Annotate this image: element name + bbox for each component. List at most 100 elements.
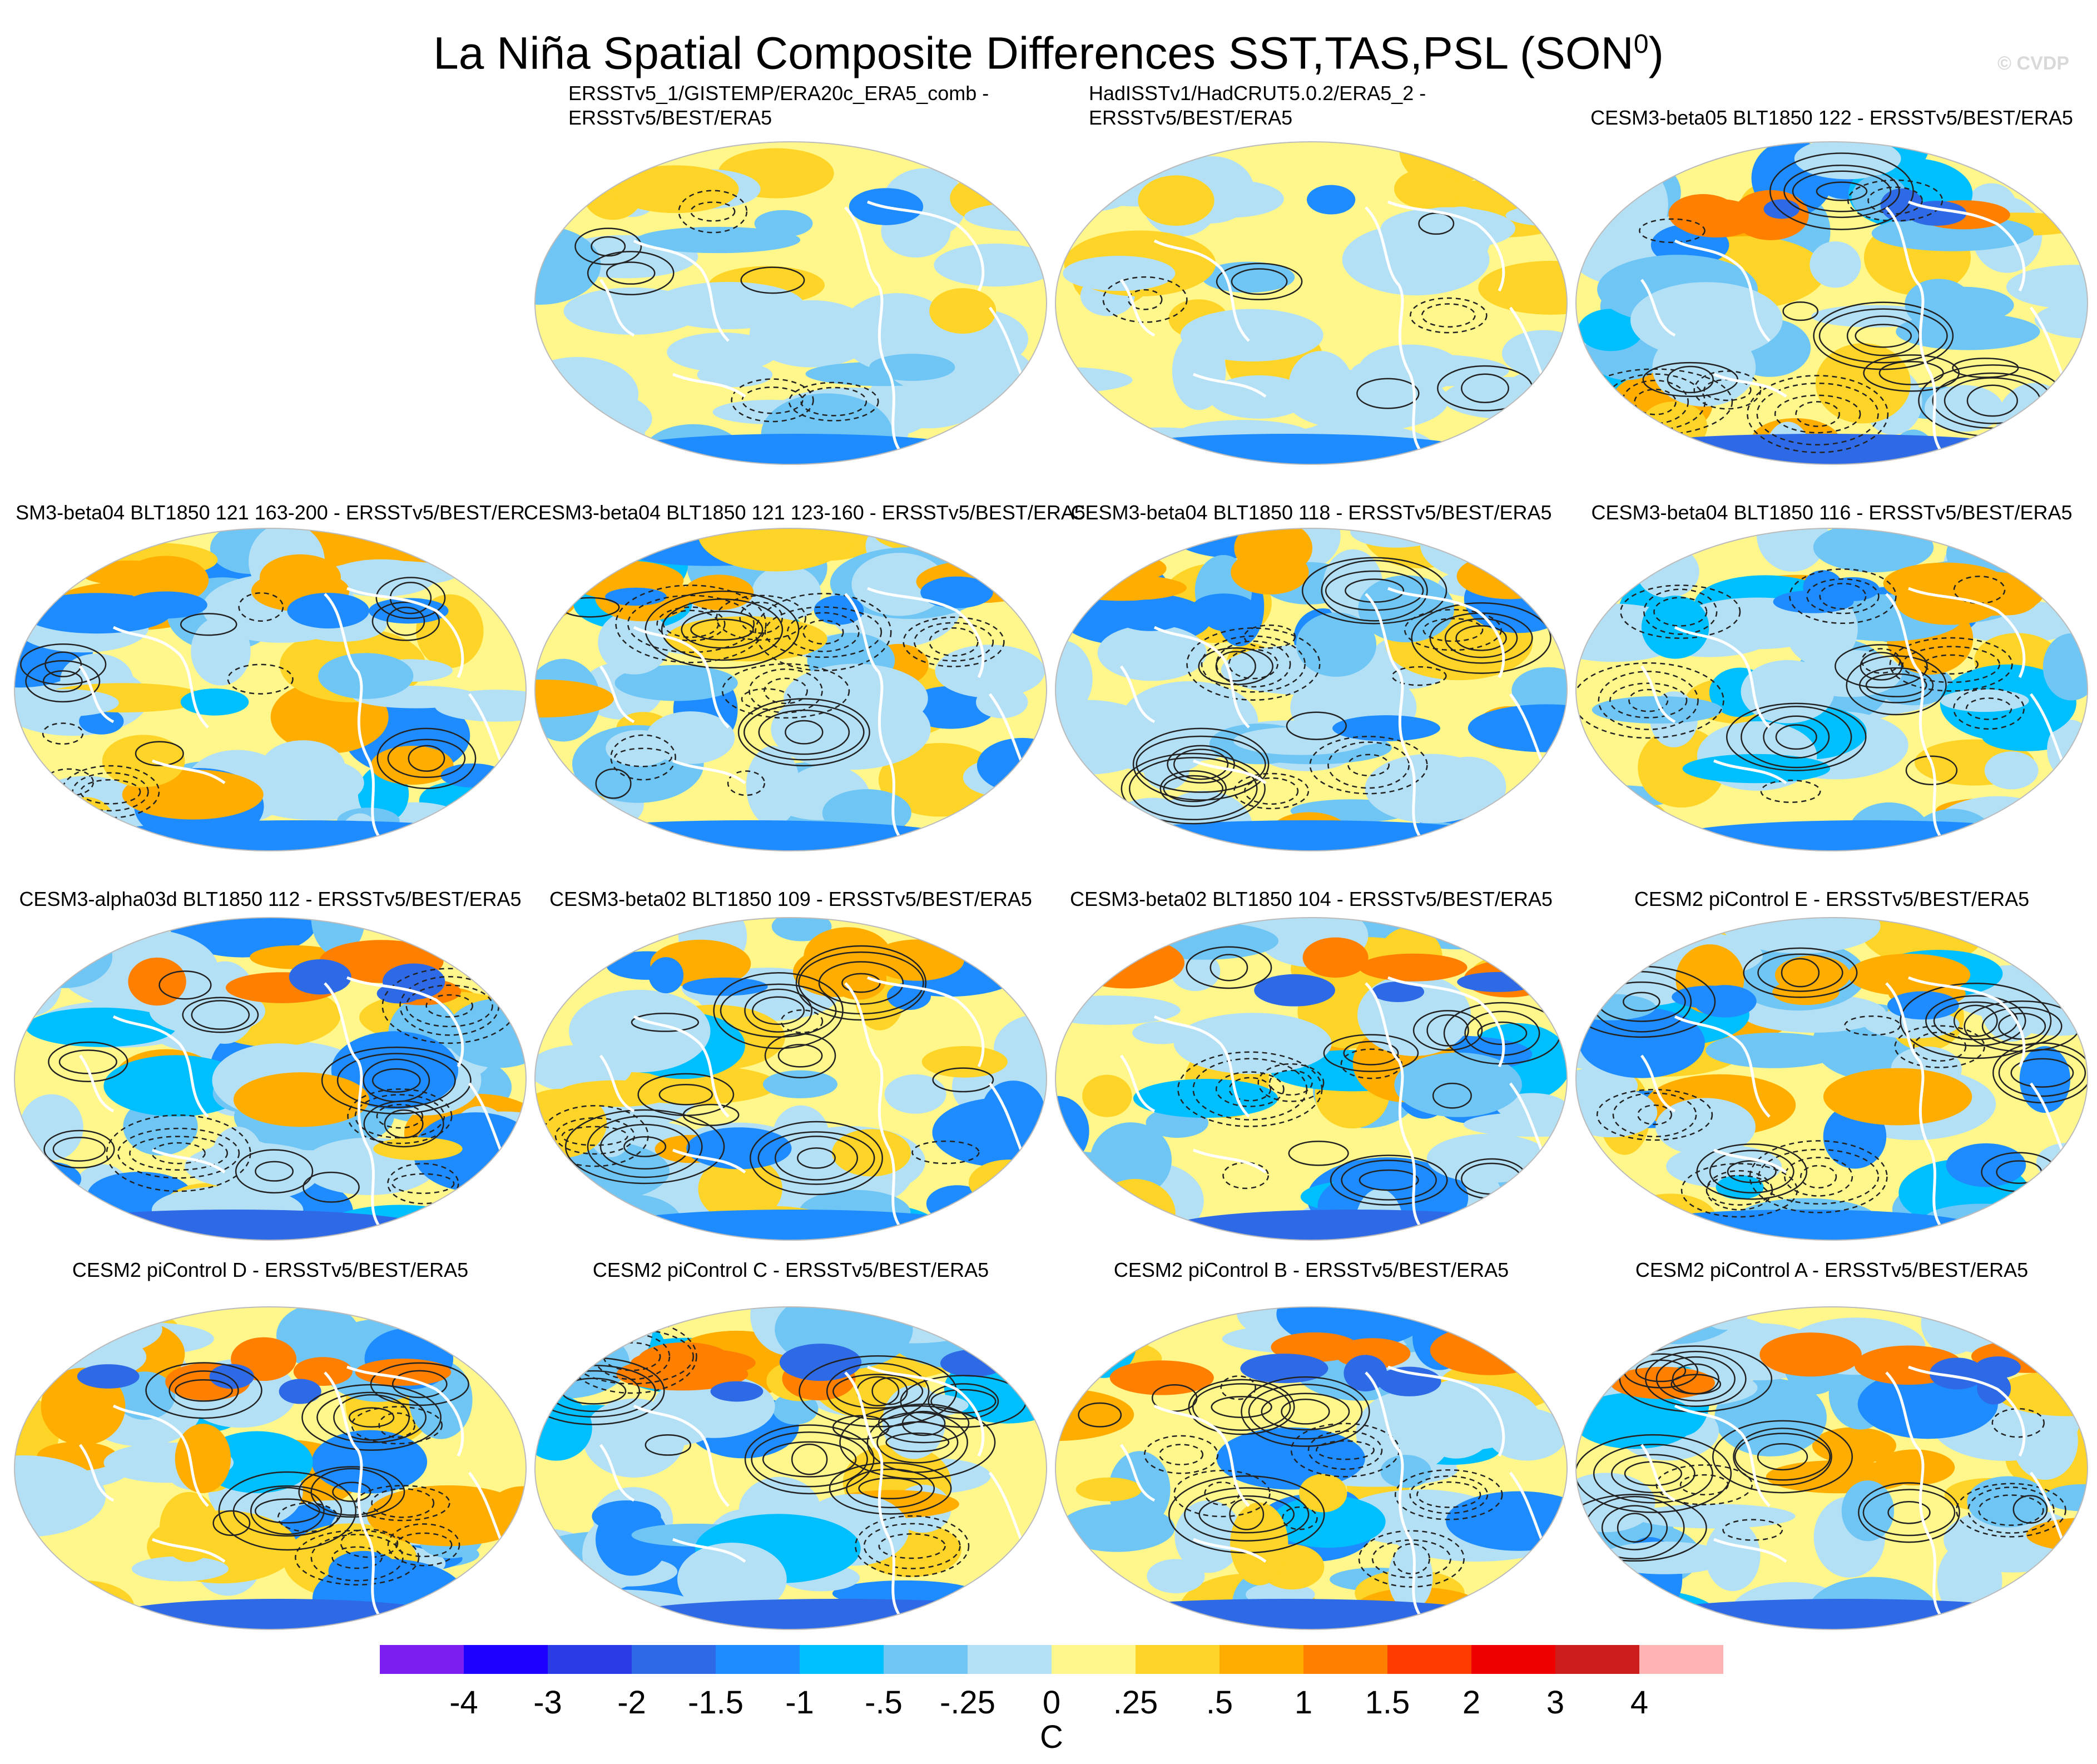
anomaly-shading	[698, 528, 854, 572]
anomaly-shading	[1371, 982, 1425, 1002]
coastline	[1640, 279, 1676, 337]
coastline	[599, 665, 635, 724]
psl-contour	[645, 1434, 691, 1456]
anomaly-shading	[1967, 1476, 2049, 1528]
psl-contour	[1416, 1481, 1481, 1508]
anomaly-shading	[261, 757, 364, 808]
psl-contour	[1792, 170, 1892, 212]
coastline	[2029, 306, 2066, 380]
coastline	[1365, 206, 1423, 453]
anomaly-shading	[84, 820, 517, 851]
psl-contour	[610, 734, 676, 781]
anomaly-shading	[1306, 185, 1356, 215]
coastline	[112, 1404, 209, 1507]
psl-contour	[1862, 1489, 1956, 1537]
anomaly-shading	[1773, 590, 1854, 613]
psl-contour	[354, 1094, 445, 1139]
panel-title: ERSSTv5_1/GISTEMP/ERA20c_ERA5_comb - ERSS…	[568, 81, 989, 130]
psl-contour	[797, 1147, 836, 1169]
map-border	[14, 917, 527, 1241]
psl-contour	[658, 1083, 713, 1106]
psl-contour	[751, 1431, 868, 1488]
psl-contour	[826, 1362, 930, 1420]
coastline	[1674, 239, 1771, 342]
psl-contour	[1233, 772, 1310, 810]
figure-title: La Niña Spatial Composite Differences SS…	[433, 28, 1664, 79]
anomaly-shading	[289, 959, 351, 995]
panel-title: CESM3-beta02 BLT1850 109 - ERSSTv5/BEST/…	[524, 887, 1058, 911]
anomaly-shading	[27, 1594, 136, 1629]
coastline	[1640, 1444, 1676, 1502]
anomaly-shading	[1055, 640, 1093, 717]
map-panel-ersst-gistemp	[534, 141, 1047, 465]
anomaly-shading	[355, 1359, 452, 1386]
psl-contour	[1835, 644, 1928, 688]
psl-contour	[750, 1121, 883, 1196]
anomaly-shading	[1620, 171, 1668, 239]
psl-contour	[795, 945, 927, 1021]
colorbar-swatch	[1555, 1645, 1640, 1674]
coastline	[1193, 1538, 1267, 1563]
psl-contour	[623, 1136, 667, 1157]
anomaly-shading	[1456, 553, 1562, 599]
anomaly-shading	[1608, 1307, 1740, 1345]
anomaly-shading	[1996, 383, 2073, 464]
psl-contour	[1347, 754, 1390, 776]
coastline	[468, 1082, 504, 1156]
anomaly-shading	[595, 1503, 669, 1576]
anomaly-shading	[1576, 1392, 1696, 1449]
panel-title: CESM3-beta05 BLT1850 122 - ERSSTv5/BEST/…	[1565, 106, 2097, 130]
colorbar-tick-label: 2	[1462, 1684, 1481, 1721]
coastline	[1193, 373, 1267, 398]
psl-contour	[1248, 1384, 1363, 1440]
coastline	[844, 206, 903, 453]
colorbar-swatch	[464, 1645, 548, 1674]
psl-contour	[1795, 401, 1840, 427]
psl-contour	[858, 1477, 923, 1500]
map-border	[1575, 141, 2088, 465]
coastline	[346, 976, 464, 1068]
psl-contour	[20, 643, 107, 686]
anomaly-shading	[1887, 991, 1959, 1020]
anomaly-shading	[1359, 953, 1468, 982]
psl-contour	[713, 972, 844, 1049]
psl-contour	[1288, 1141, 1349, 1166]
anomaly-shading	[1231, 549, 1309, 594]
anomaly-shading	[583, 1195, 683, 1240]
psl-contour	[903, 616, 1005, 667]
psl-contour	[1316, 1440, 1375, 1460]
map-border	[1055, 141, 1568, 465]
coastline	[1509, 693, 1545, 767]
anomaly-shading	[1365, 754, 1497, 824]
anomaly-shading	[1794, 142, 1901, 180]
psl-contour	[1628, 688, 1669, 712]
psl-contour	[1604, 373, 1706, 431]
psl-contour	[1409, 1475, 1489, 1514]
anomaly-shading	[784, 663, 928, 734]
psl-contour	[1733, 1428, 1832, 1486]
anomaly-shading	[1705, 1520, 1761, 1592]
anomaly-shading	[710, 1381, 764, 1402]
psl-contour	[391, 1173, 455, 1194]
coastline	[112, 626, 209, 729]
panel-title-line: CESM2 piControl E - ERSSTv5/BEST/ERA5	[1634, 888, 2030, 910]
psl-contour	[1781, 958, 1820, 988]
psl-contour	[1858, 1482, 1960, 1543]
psl-contour	[1952, 358, 2019, 378]
psl-contour	[1747, 375, 1889, 453]
coastline	[988, 693, 1025, 767]
coastline	[672, 759, 746, 785]
anomaly-shading	[1810, 241, 1861, 288]
anomaly-shading	[1299, 1474, 1347, 1513]
psl-contour	[606, 261, 656, 285]
coastline	[324, 1371, 382, 1618]
anomaly-shading	[762, 1070, 838, 1098]
psl-contour	[2010, 1058, 2074, 1088]
anomaly-shading	[279, 1379, 321, 1404]
colorbar-swatch	[1471, 1645, 1556, 1674]
psl-contour	[376, 727, 477, 789]
colorbar-swatch	[800, 1645, 884, 1674]
psl-contour	[42, 670, 83, 693]
panel-title: CESM3-beta04 BLT1850 116 - ERSSTv5/BEST/…	[1565, 501, 2097, 525]
anomaly-shading	[926, 1185, 989, 1222]
